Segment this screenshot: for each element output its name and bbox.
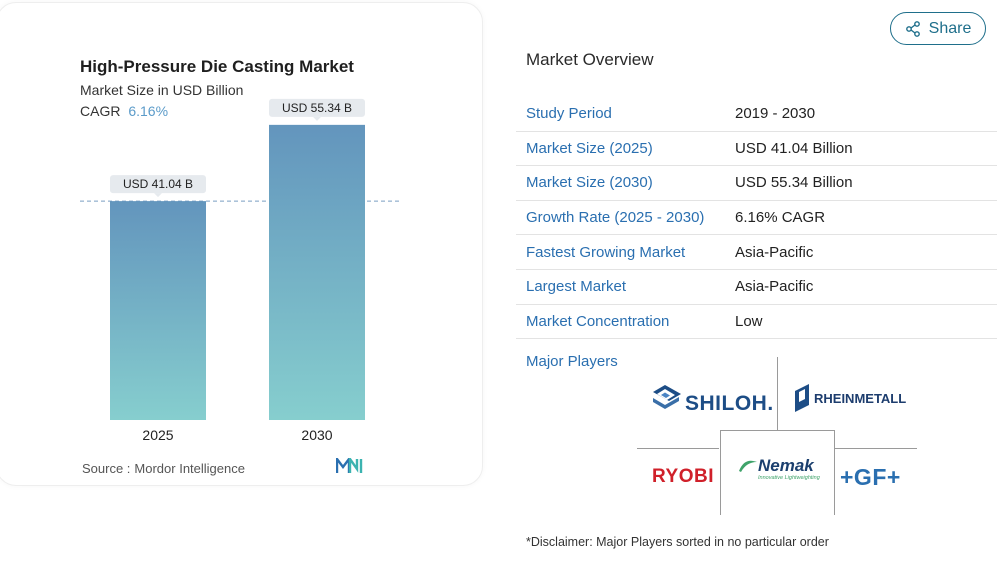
share-button[interactable]: Share [890,12,986,45]
share-label: Share [928,19,972,37]
bar-2030 [269,124,365,420]
overview-value: Asia-Pacific [735,278,814,296]
overview-key-market-size-2025[interactable]: Market Size (2025) [526,139,653,157]
nemak-logo-text: Nemak [758,456,814,475]
overview-row: Growth Rate (2025 - 2030) 6.16% CAGR [516,201,997,236]
overview-row: Fastest Growing Market Asia-Pacific [516,235,997,270]
overview-row: Largest Market Asia-Pacific [516,270,997,305]
data-label-pointer [154,193,162,198]
players-divider [777,357,778,430]
nemak-swoosh-icon [739,460,757,472]
overview-value: Asia-Pacific [735,243,814,261]
chart-source: Source : Mordor Intelligence [82,461,245,476]
gf-logo: +GF+ [840,464,901,490]
nemak-tagline: Innovative Lightweighting [758,475,820,481]
ryobi-logo: RYOBI [652,466,714,487]
overview-row: Market Size (2030) USD 55.34 Billion [516,166,997,201]
overview-value: 2019 - 2030 [735,105,816,123]
data-label-bg [269,98,365,117]
players-divider-box [720,430,835,515]
overview-row: Market Size (2025) USD 41.04 Billion [516,132,997,167]
source-label: Source : [82,461,131,476]
nemak-logo: Nemak Innovative Lightweighting [738,456,820,481]
rheinmetall-logo: RHEINMETALL [794,383,906,413]
x-tick-label: 2030 [301,427,332,443]
market-overview-table: Study Period 2019 - 2030 Market Size (20… [516,97,997,340]
overview-key-market-size-2030[interactable]: Market Size (2030) [526,174,653,192]
rheinmetall-mark-icon [795,384,809,412]
major-players-label[interactable]: Major Players [526,353,618,370]
bar-2025 [110,201,206,420]
share-icon [905,20,920,37]
overview-value: 6.16% CAGR [735,209,826,227]
shiloh-logo-text: SHILOH. [685,392,774,415]
data-label-bg [110,175,206,194]
overview-row: Market Concentration Low [516,305,997,340]
bar-chart: USD 41.04 B 2025 USD 55.34 B 2030 [80,98,400,443]
chart-cagr: CAGR 6.16% [80,103,168,119]
overview-value: Low [735,312,763,330]
market-chart-card [0,2,483,486]
overview-value: USD 41.04 Billion [735,139,853,157]
mordor-intelligence-logo-icon [336,458,363,473]
shiloh-logo: SHILOH. [651,378,774,416]
cagr-label: CAGR [80,103,121,119]
rheinmetall-logo-text: RHEINMETALL [814,390,907,406]
market-overview-title: Market Overview [526,50,654,69]
data-label: USD 41.04 B [123,177,193,191]
source-value: Mordor Intelligence [134,461,245,476]
overview-key-study-period[interactable]: Study Period [526,105,612,123]
overview-row: Study Period 2019 - 2030 [516,97,997,132]
players-divider [637,448,719,449]
overview-key-market-concentration[interactable]: Market Concentration [526,312,670,330]
chart-subtitle: Market Size in USD Billion [80,82,244,98]
data-label-pointer [313,116,321,121]
overview-key-growth-rate[interactable]: Growth Rate (2025 - 2030) [526,209,705,227]
x-tick-label: 2025 [142,427,173,443]
chart-title: High-Pressure Die Casting Market [80,57,354,76]
disclaimer: *Disclaimer: Major Players sorted in no … [526,535,829,549]
shiloh-mark-icon [653,385,681,409]
overview-key-fastest-growing-market[interactable]: Fastest Growing Market [526,243,686,261]
overview-key-largest-market[interactable]: Largest Market [526,278,627,296]
cagr-value: 6.16% [128,103,169,119]
overview-value: USD 55.34 Billion [735,174,853,192]
data-label: USD 55.34 B [282,101,352,115]
players-divider [835,448,917,449]
